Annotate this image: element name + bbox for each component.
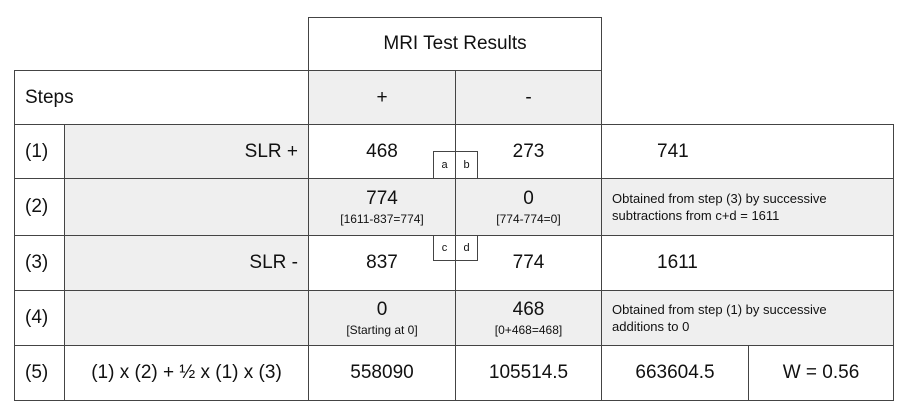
cell-label-text: c (441, 242, 448, 254)
step-cell: (2) (14, 178, 65, 236)
minus-cell: 0 [774-774=0] (455, 178, 602, 236)
minus-cell-text: 273 (512, 140, 545, 162)
sub-note: [1611-837=774] (340, 212, 424, 226)
step-cell-text: (4) (25, 307, 49, 328)
plus-header-text: + (376, 86, 388, 108)
label-cell: (1) x (2) + ½ x (1) x (3) (64, 345, 309, 401)
total-cell: 741 (601, 124, 894, 179)
plus-cell-text: 558090 (350, 362, 414, 383)
cell-label: c (433, 235, 456, 261)
cell-label: d (455, 235, 478, 261)
plus-cell: 774 [1611-837=774] (308, 178, 456, 236)
sub-note: [0+468=468] (494, 323, 563, 337)
plus-cell-text: 468 (366, 140, 398, 162)
plus-cell-text: 0 (376, 299, 388, 320)
cell-label-text: a (441, 159, 448, 171)
cell-label-text: d (463, 242, 470, 254)
plus-header: + (308, 70, 456, 125)
minus-header-text: - (525, 86, 532, 108)
minus-cell-text: 0 (523, 188, 534, 209)
total-text: 741 (657, 140, 689, 162)
plus-cell: 558090 (308, 345, 456, 401)
step-cell-text: (2) (25, 196, 49, 217)
label-cell-text: SLR - (249, 252, 298, 273)
plus-cell-text: 774 (366, 188, 398, 209)
note-cell-text: Obtained from step (1) by successive add… (612, 302, 827, 334)
label-cell-text: (1) x (2) + ½ x (1) x (3) (91, 362, 282, 383)
total-cell: 663604.5 (601, 345, 749, 401)
cell-label: a (433, 151, 456, 179)
step-cell-text: (5) (25, 362, 49, 383)
step-cell: (1) (14, 124, 65, 179)
label-cell (64, 290, 309, 346)
cell-label-text: b (463, 159, 470, 171)
note-cell: Obtained from step (1) by successive add… (601, 290, 894, 346)
step-cell: (5) (14, 345, 65, 401)
minus-cell: 105514.5 (455, 345, 602, 401)
steps-header: Steps (14, 70, 309, 125)
w-cell: W = 0.56 (748, 345, 894, 401)
step-cell-text: (3) (25, 252, 49, 273)
plus-cell: 0 [Starting at 0] (308, 290, 456, 346)
label-cell-text: SLR + (244, 140, 298, 162)
table-title: MRI Test Results (308, 17, 602, 71)
total-text: 1611 (657, 252, 698, 273)
step-cell: (3) (14, 235, 65, 291)
total-cell-text: 663604.5 (635, 362, 715, 383)
minus-cell-text: 105514.5 (488, 362, 569, 383)
table-title-text: MRI Test Results (383, 33, 527, 54)
label-cell: SLR - (64, 235, 309, 291)
minus-cell: 468 [0+468=468] (455, 290, 602, 346)
total-cell: 1611 (601, 235, 894, 291)
label-cell (64, 178, 309, 236)
sub-note: [774-774=0] (496, 212, 561, 226)
label-cell: SLR + (64, 124, 309, 179)
minus-header: - (455, 70, 602, 125)
minus-cell-text: 468 (512, 299, 545, 320)
note-cell-text: Obtained from step (3) by successive sub… (612, 191, 827, 223)
plus-cell-text: 837 (366, 252, 398, 273)
sub-note: [Starting at 0] (346, 323, 418, 337)
cell-label: b (455, 151, 478, 179)
note-cell: Obtained from step (3) by successive sub… (601, 178, 894, 236)
minus-cell-text: 774 (512, 252, 545, 273)
steps-header-text: Steps (25, 86, 74, 108)
step-cell: (4) (14, 290, 65, 346)
w-cell-text: W = 0.56 (782, 362, 860, 383)
step-cell-text: (1) (25, 140, 49, 162)
